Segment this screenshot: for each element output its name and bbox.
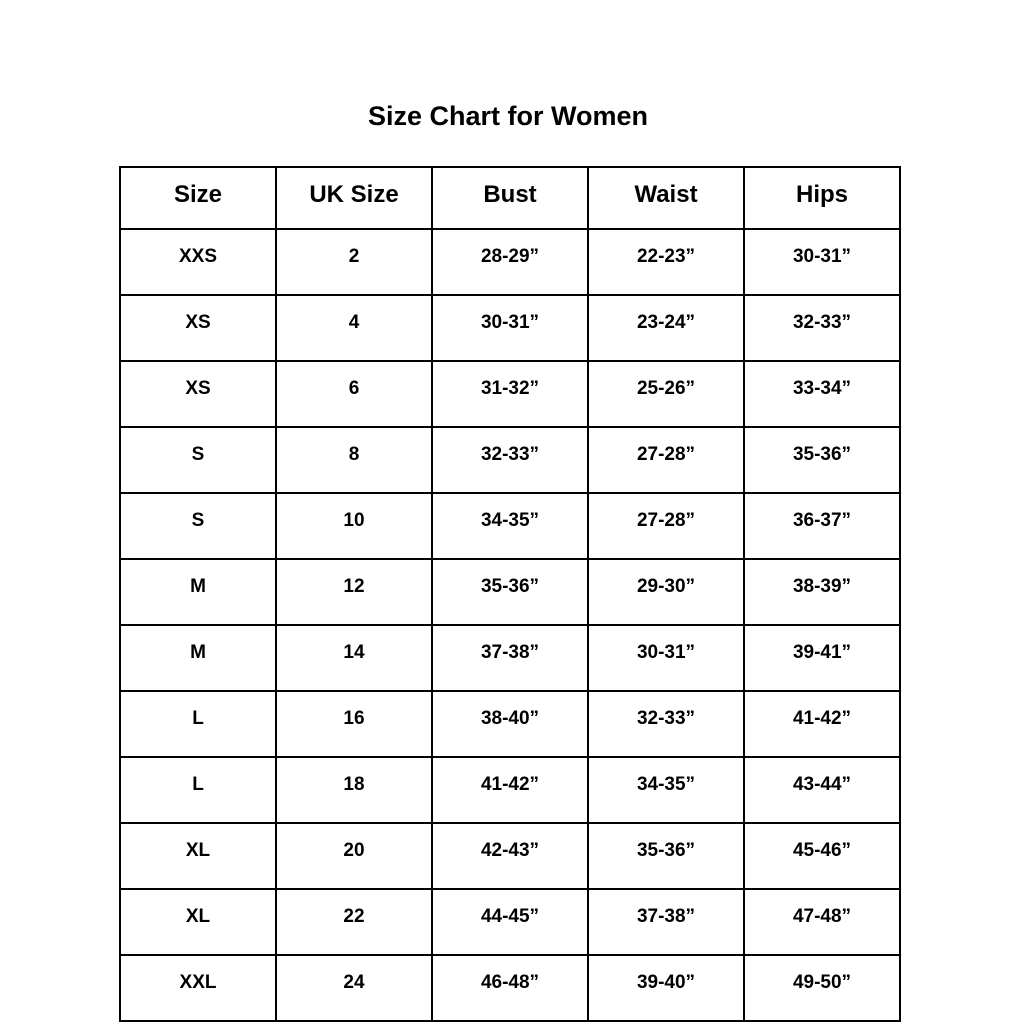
size-cell: XL	[119, 822, 277, 890]
bust-cell: 34-35”	[431, 492, 589, 560]
table-row: M 12 35-36” 29-30” 38-39”	[119, 558, 901, 626]
waist-cell: 27-28”	[587, 426, 745, 494]
size-cell: S	[119, 492, 277, 560]
size-cell: XXL	[119, 954, 277, 1022]
hips-cell: 35-36”	[743, 426, 901, 494]
hips-cell: 32-33”	[743, 294, 901, 362]
uk-size-cell: 8	[275, 426, 433, 494]
waist-cell: 25-26”	[587, 360, 745, 428]
bust-cell: 32-33”	[431, 426, 589, 494]
table-row: XL 22 44-45” 37-38” 47-48”	[119, 888, 901, 956]
hips-cell: 45-46”	[743, 822, 901, 890]
waist-cell: 29-30”	[587, 558, 745, 626]
bust-cell: 42-43”	[431, 822, 589, 890]
uk-size-cell: 22	[275, 888, 433, 956]
table-row: XL 20 42-43” 35-36” 45-46”	[119, 822, 901, 890]
bust-cell: 35-36”	[431, 558, 589, 626]
size-cell: S	[119, 426, 277, 494]
uk-size-cell: 16	[275, 690, 433, 758]
waist-cell: 23-24”	[587, 294, 745, 362]
size-cell: M	[119, 558, 277, 626]
page-title: Size Chart for Women	[367, 101, 649, 131]
waist-cell: 32-33”	[587, 690, 745, 758]
size-chart-table: Size UK Size Bust Waist Hips XXS 2 28-29” 22-23…	[119, 166, 901, 1022]
table-row: L 16 38-40” 32-33” 41-42”	[119, 690, 901, 758]
table-header-row: Size UK Size Bust Waist Hips	[119, 166, 901, 230]
uk-size-cell: 18	[275, 756, 433, 824]
uk-size-cell: 20	[275, 822, 433, 890]
size-cell: XXS	[119, 228, 277, 296]
table-body: XXS 2 28-29” 22-23” 30-31” XS 4 30-31” 23-24” 32-…	[119, 228, 901, 1022]
waist-cell: 30-31”	[587, 624, 745, 692]
size-cell: M	[119, 624, 277, 692]
column-header-waist: Waist	[587, 166, 745, 230]
hips-cell: 38-39”	[743, 558, 901, 626]
waist-cell: 22-23”	[587, 228, 745, 296]
waist-cell: 37-38”	[587, 888, 745, 956]
uk-size-cell: 2	[275, 228, 433, 296]
uk-size-cell: 4	[275, 294, 433, 362]
hips-cell: 47-48”	[743, 888, 901, 956]
size-cell: XL	[119, 888, 277, 956]
table-row: S 10 34-35” 27-28” 36-37”	[119, 492, 901, 560]
bust-cell: 37-38”	[431, 624, 589, 692]
hips-cell: 33-34”	[743, 360, 901, 428]
size-cell: XS	[119, 360, 277, 428]
size-cell: L	[119, 756, 277, 824]
bust-cell: 30-31”	[431, 294, 589, 362]
table-row: XXS 2 28-29” 22-23” 30-31”	[119, 228, 901, 296]
table-row: M 14 37-38” 30-31” 39-41”	[119, 624, 901, 692]
column-header-hips: Hips	[743, 166, 901, 230]
table-row: S 8 32-33” 27-28” 35-36”	[119, 426, 901, 494]
bust-cell: 38-40”	[431, 690, 589, 758]
bust-cell: 41-42”	[431, 756, 589, 824]
hips-cell: 43-44”	[743, 756, 901, 824]
column-header-size: Size	[119, 166, 277, 230]
uk-size-cell: 12	[275, 558, 433, 626]
hips-cell: 41-42”	[743, 690, 901, 758]
hips-cell: 39-41”	[743, 624, 901, 692]
waist-cell: 27-28”	[587, 492, 745, 560]
column-header-uk-size: UK Size	[275, 166, 433, 230]
uk-size-cell: 14	[275, 624, 433, 692]
waist-cell: 35-36”	[587, 822, 745, 890]
bust-cell: 28-29”	[431, 228, 589, 296]
table-row: XS 6 31-32” 25-26” 33-34”	[119, 360, 901, 428]
table-row: XXL 24 46-48” 39-40” 49-50”	[119, 954, 901, 1022]
bust-cell: 46-48”	[431, 954, 589, 1022]
hips-cell: 36-37”	[743, 492, 901, 560]
hips-cell: 49-50”	[743, 954, 901, 1022]
hips-cell: 30-31”	[743, 228, 901, 296]
uk-size-cell: 24	[275, 954, 433, 1022]
uk-size-cell: 6	[275, 360, 433, 428]
bust-cell: 31-32”	[431, 360, 589, 428]
size-cell: L	[119, 690, 277, 758]
uk-size-cell: 10	[275, 492, 433, 560]
table-row: L 18 41-42” 34-35” 43-44”	[119, 756, 901, 824]
waist-cell: 34-35”	[587, 756, 745, 824]
waist-cell: 39-40”	[587, 954, 745, 1022]
column-header-bust: Bust	[431, 166, 589, 230]
size-cell: XS	[119, 294, 277, 362]
table-row: XS 4 30-31” 23-24” 32-33”	[119, 294, 901, 362]
bust-cell: 44-45”	[431, 888, 589, 956]
